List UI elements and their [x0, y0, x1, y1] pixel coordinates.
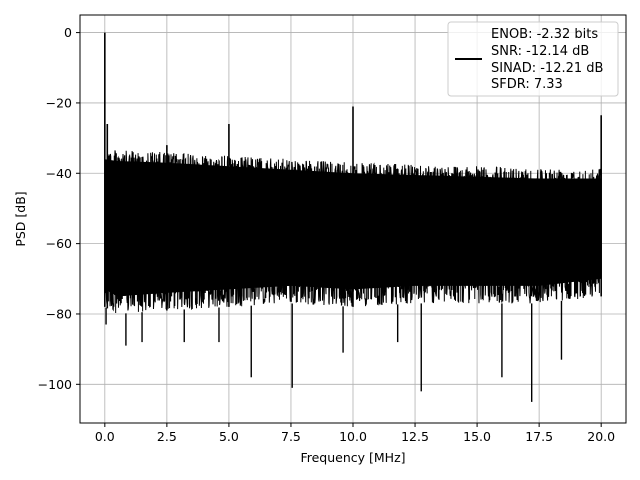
- y-axis-label: PSD [dB]: [13, 191, 28, 246]
- y-tick-label: −40: [46, 166, 72, 181]
- legend-entry-snr: SNR: -12.14 dB: [491, 44, 589, 59]
- y-tick-label: −20: [46, 95, 72, 110]
- x-tick-label: 12.5: [401, 429, 429, 444]
- legend-entry-sfdr: SFDR: 7.33: [491, 77, 563, 92]
- x-tick-label: 0.0: [95, 429, 115, 444]
- x-tick-label: 17.5: [525, 429, 553, 444]
- x-tick-label: 7.5: [281, 429, 301, 444]
- x-tick-label: 20.0: [587, 429, 615, 444]
- x-axis-label: Frequency [MHz]: [300, 450, 405, 465]
- legend-entry-enob: ENOB: -2.32 bits: [491, 27, 598, 42]
- psd-series: [104, 32, 602, 402]
- x-tick-label: 2.5: [157, 429, 177, 444]
- legend: ENOB: -2.32 bits SNR: -12.14 dB SINAD: -…: [447, 21, 619, 97]
- x-tick-label: 5.0: [219, 429, 239, 444]
- x-axis-ticks: 0.0 2.5 5.0 7.5 10.0 12.5 15.0 17.5 20.0: [95, 423, 615, 444]
- y-tick-label: −60: [46, 236, 72, 251]
- y-tick-label: −80: [46, 306, 72, 321]
- x-tick-label: 10.0: [339, 429, 367, 444]
- y-tick-label: −100: [38, 377, 72, 392]
- y-tick-label: 0: [64, 25, 72, 40]
- legend-entry-sinad: SINAD: -12.21 dB: [491, 61, 603, 76]
- legend-box: [447, 21, 619, 97]
- y-axis-ticks: 0 −20 −40 −60 −80 −100: [38, 25, 80, 392]
- x-tick-label: 15.0: [463, 429, 491, 444]
